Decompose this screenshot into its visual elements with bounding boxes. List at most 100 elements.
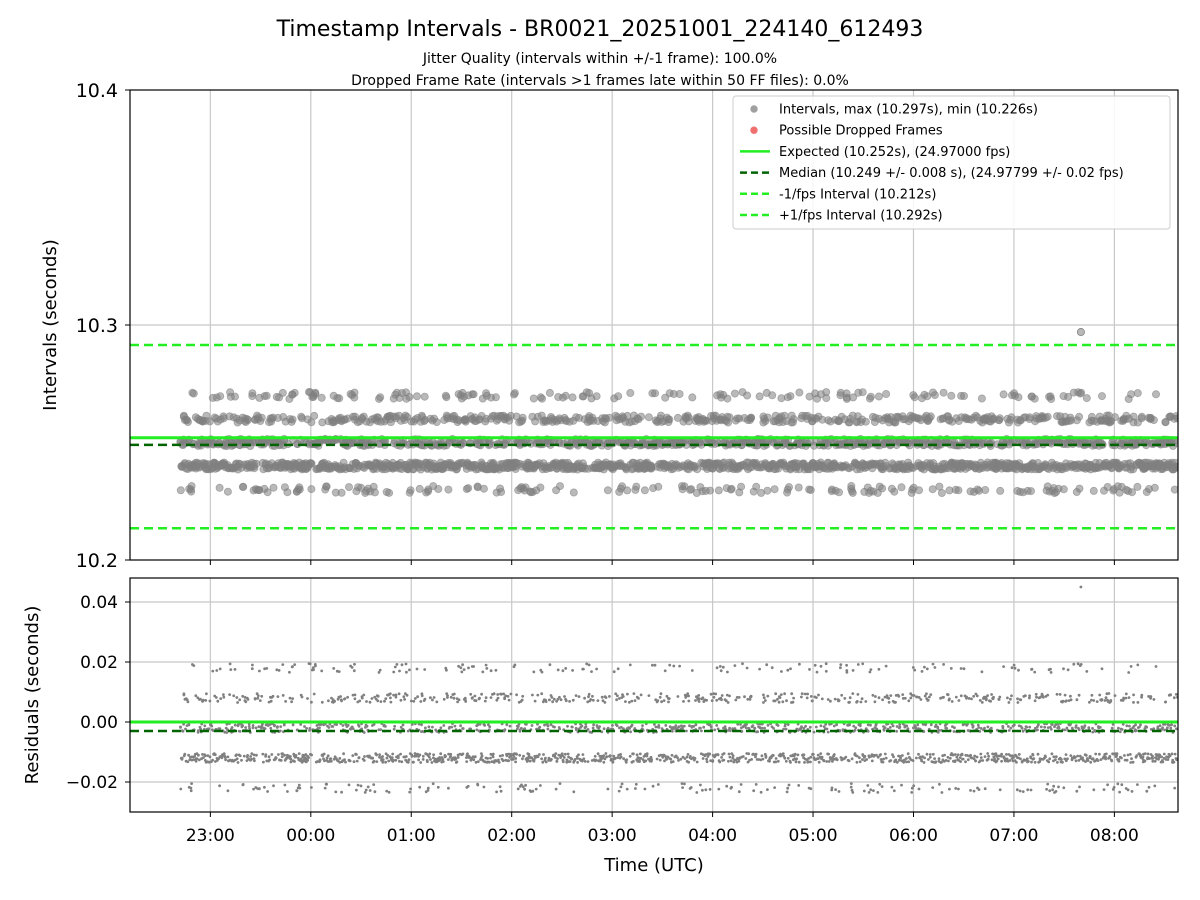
residual-point: [948, 756, 952, 760]
residual-point: [563, 752, 567, 756]
residual-point: [611, 724, 614, 727]
residual-point: [194, 759, 198, 763]
residual-point: [183, 752, 187, 756]
residual-point: [977, 726, 981, 729]
residual-point: [1049, 725, 1052, 729]
residual-point: [452, 692, 456, 696]
residual-point: [840, 693, 844, 697]
residual-point: [556, 757, 559, 760]
residual-point: [1037, 723, 1040, 727]
y-tick-label: 10.4: [76, 80, 118, 102]
interval-point: [491, 393, 500, 402]
residual-point: [628, 727, 631, 730]
residual-point: [365, 700, 368, 703]
residual-point: [880, 785, 884, 788]
residual-point: [449, 695, 453, 699]
residual-point: [1021, 790, 1025, 793]
residual-point: [975, 694, 979, 698]
residual-point: [870, 753, 874, 756]
residual-point: [509, 692, 513, 696]
residual-point: [466, 752, 469, 756]
interval-point: [928, 485, 937, 494]
residual-point: [875, 727, 879, 731]
residual-point: [347, 783, 351, 787]
residual-point: [862, 789, 866, 793]
residual-point: [770, 666, 774, 670]
residual-point: [307, 756, 310, 759]
residual-point: [344, 760, 347, 764]
residual-point: [639, 756, 643, 760]
residual-point: [225, 731, 229, 734]
residual-point: [447, 752, 450, 756]
residual-point: [392, 693, 395, 697]
residual-point: [616, 756, 620, 759]
residual-point: [704, 788, 708, 792]
residual-point: [615, 724, 619, 728]
residual-point: [489, 696, 493, 699]
residual-point: [574, 694, 578, 697]
residual-point: [969, 789, 972, 792]
residual-point: [399, 752, 402, 756]
residual-point: [728, 726, 731, 730]
residual-point: [701, 788, 704, 792]
residual-point: [471, 696, 474, 699]
residual-point: [419, 700, 423, 703]
interval-point: [1059, 485, 1068, 494]
residual-point: [596, 752, 600, 756]
residual-point: [335, 723, 338, 726]
residual-point: [1031, 753, 1035, 757]
residual-point: [416, 695, 419, 699]
intervals-x-ticks: [209, 560, 1115, 565]
residual-point: [591, 694, 594, 698]
residual-point: [211, 758, 215, 762]
residual-point: [656, 783, 660, 786]
residual-point: [809, 787, 813, 791]
residual-point: [203, 724, 207, 728]
residual-point: [568, 760, 572, 763]
residual-point: [967, 697, 971, 700]
residual-point: [855, 760, 859, 764]
residual-point: [630, 723, 634, 727]
residual-point: [277, 753, 280, 756]
residual-point: [406, 760, 410, 764]
residual-point: [536, 693, 540, 697]
residual-point: [804, 724, 807, 728]
residual-point: [826, 698, 830, 701]
residual-point: [898, 725, 902, 729]
residual-point: [254, 726, 258, 730]
residual-point: [878, 782, 882, 786]
residual-point: [619, 753, 622, 756]
residual-point: [895, 760, 899, 764]
residual-point: [500, 692, 503, 696]
residual-point: [399, 698, 403, 702]
residual-point: [480, 692, 483, 696]
residual-point: [1026, 788, 1030, 792]
residual-point: [761, 757, 765, 761]
residual-point: [781, 752, 785, 755]
residual-point: [678, 664, 681, 668]
residual-point: [378, 753, 381, 757]
residual-point: [670, 729, 674, 733]
residual-point: [740, 729, 744, 733]
residual-point: [925, 752, 929, 756]
residual-point: [653, 663, 657, 667]
residual-point: [1038, 760, 1042, 763]
residual-point: [978, 699, 982, 702]
interval-point: [243, 416, 252, 425]
residual-point: [204, 754, 207, 758]
residual-point: [800, 695, 803, 699]
interval-point: [947, 391, 956, 400]
residual-point: [916, 723, 920, 727]
residual-point: [1066, 757, 1069, 761]
residual-point: [950, 700, 954, 703]
residual-point: [718, 665, 722, 668]
residual-point: [218, 784, 222, 788]
interval-point: [1047, 394, 1056, 403]
residual-point: [969, 753, 972, 757]
residual-point: [435, 729, 439, 733]
residual-point: [839, 663, 843, 666]
interval-point: [725, 413, 734, 422]
residual-point: [987, 754, 990, 758]
residual-point: [275, 668, 279, 672]
residual-point: [837, 699, 841, 702]
